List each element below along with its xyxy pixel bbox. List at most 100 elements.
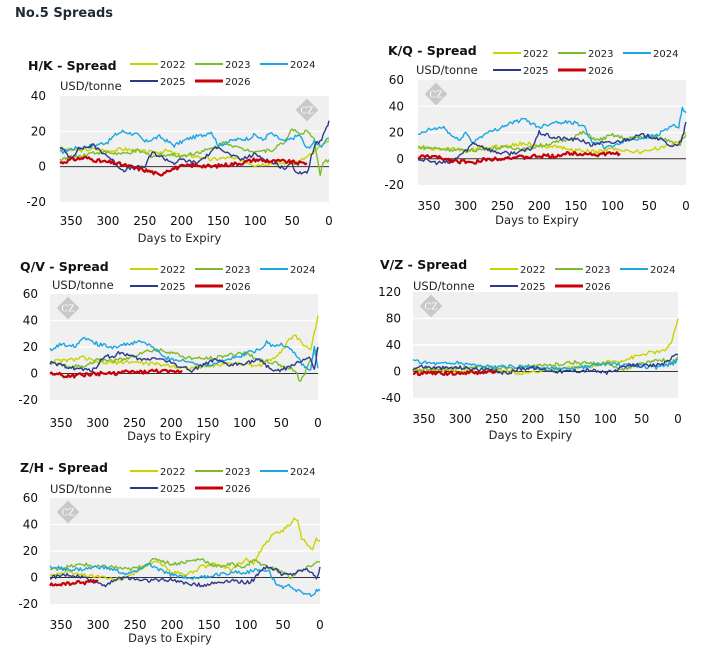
x-tick-label: 0 bbox=[314, 416, 322, 430]
series-line-2025 bbox=[417, 121, 687, 166]
svg-text:CZ: CZ bbox=[61, 305, 74, 315]
series-line-2022 bbox=[417, 131, 687, 155]
page-title: No.5 Spreads bbox=[15, 6, 114, 21]
x-axis-label: Days to Expiry bbox=[127, 429, 211, 443]
x-tick-label: 250 bbox=[133, 214, 156, 228]
legend-item-2023: 2023 bbox=[195, 467, 250, 478]
series-line-2026 bbox=[413, 369, 497, 377]
legend-label: 2023 bbox=[585, 265, 610, 276]
chart-zh-spread: Z/H - Spread USD/tonne 2022 2023 2024 2025 202… bbox=[0, 455, 345, 655]
y-axis-unit-label: USD/tonne bbox=[413, 279, 475, 293]
legend-label: 2026 bbox=[225, 484, 250, 495]
x-tick-label: 200 bbox=[170, 214, 193, 228]
series-line-2025 bbox=[59, 120, 330, 175]
chart-svg: V/Z - Spread USD/tonne 2022 2023 2024 2025 202… bbox=[378, 257, 682, 442]
x-tick-label: 250 bbox=[485, 412, 508, 426]
x-tick-label: 200 bbox=[528, 199, 551, 213]
y-tick-label: -20 bbox=[18, 393, 38, 407]
series-line-2022 bbox=[59, 139, 330, 168]
chart-title: H/K - Spread bbox=[28, 58, 117, 73]
y-tick-label: -40 bbox=[381, 391, 401, 405]
legend-label: 2024 bbox=[290, 265, 315, 276]
legend-label: 2026 bbox=[225, 282, 250, 293]
y-axis-unit-label: USD/tonne bbox=[50, 482, 112, 496]
x-tick-label: 250 bbox=[491, 199, 514, 213]
y-tick-label: 20 bbox=[23, 340, 38, 354]
plot-area bbox=[60, 96, 329, 202]
legend-item-2024: 2024 bbox=[620, 265, 675, 276]
series-line-2023 bbox=[59, 128, 330, 177]
x-tick-label: 150 bbox=[196, 416, 219, 430]
legend-label: 2022 bbox=[523, 49, 548, 60]
legend-label: 2023 bbox=[225, 60, 250, 71]
legend-item-2024: 2024 bbox=[260, 467, 315, 478]
legend-label: 2024 bbox=[290, 60, 315, 71]
x-tick-label: 350 bbox=[418, 199, 441, 213]
x-tick-label: 200 bbox=[160, 416, 183, 430]
svg-text:CZ: CZ bbox=[429, 91, 442, 101]
x-tick-label: 300 bbox=[454, 199, 477, 213]
series-line-2026 bbox=[417, 150, 621, 165]
y-tick-label: 40 bbox=[389, 99, 404, 113]
series-line-2024 bbox=[49, 562, 321, 598]
series-line-2024 bbox=[417, 106, 687, 150]
x-tick-label: 350 bbox=[50, 416, 73, 430]
y-tick-label: 0 bbox=[393, 365, 401, 379]
legend-item-2024: 2024 bbox=[260, 265, 315, 276]
y-tick-label: 20 bbox=[31, 124, 46, 138]
legend-label: 2026 bbox=[588, 66, 613, 77]
legend-label: 2023 bbox=[588, 49, 613, 60]
legend-item-2026: 2026 bbox=[558, 66, 613, 77]
legend-label: 2023 bbox=[225, 265, 250, 276]
legend-item-2023: 2023 bbox=[195, 60, 250, 71]
legend-label: 2025 bbox=[160, 282, 185, 293]
legend-label: 2023 bbox=[225, 467, 250, 478]
y-axis-unit-label: USD/tonne bbox=[60, 79, 122, 93]
series-line-2026 bbox=[49, 578, 99, 587]
x-tick-label: 150 bbox=[558, 412, 581, 426]
svg-text:CZ: CZ bbox=[424, 303, 437, 313]
y-tick-label: 0 bbox=[396, 152, 404, 166]
series-line-2025 bbox=[412, 353, 679, 375]
svg-text:CZ: CZ bbox=[300, 107, 313, 117]
legend-item-2022: 2022 bbox=[493, 49, 548, 60]
legend-item-2025: 2025 bbox=[130, 282, 185, 293]
legend-label: 2025 bbox=[160, 484, 185, 495]
series-line-2024 bbox=[49, 336, 319, 371]
x-tick-label: 0 bbox=[682, 199, 690, 213]
y-tick-label: 20 bbox=[23, 544, 38, 558]
legend-label: 2026 bbox=[585, 282, 610, 293]
y-tick-label: 60 bbox=[23, 491, 38, 505]
legend-item-2026: 2026 bbox=[195, 282, 250, 293]
series-line-2023 bbox=[49, 346, 319, 382]
legend-item-2026: 2026 bbox=[195, 77, 250, 88]
series-line-2026 bbox=[49, 368, 183, 379]
legend-item-2022: 2022 bbox=[130, 60, 185, 71]
y-axis-unit-label: USD/tonne bbox=[52, 278, 114, 292]
y-tick-label: -20 bbox=[384, 178, 404, 192]
x-tick-label: 300 bbox=[96, 214, 119, 228]
x-axis-label: Days to Expiry bbox=[128, 631, 212, 645]
y-tick-label: 20 bbox=[389, 126, 404, 140]
series-line-2026 bbox=[59, 155, 308, 177]
y-tick-label: 60 bbox=[23, 287, 38, 301]
y-tick-label: 40 bbox=[23, 518, 38, 532]
x-tick-label: 150 bbox=[564, 199, 587, 213]
chart-title: K/Q - Spread bbox=[388, 43, 477, 58]
legend-label: 2026 bbox=[225, 77, 250, 88]
y-tick-label: 0 bbox=[38, 160, 46, 174]
legend-item-2024: 2024 bbox=[260, 60, 315, 71]
legend-label: 2025 bbox=[160, 77, 185, 88]
y-tick-label: 40 bbox=[23, 314, 38, 328]
series-line-2024 bbox=[412, 358, 679, 371]
x-tick-label: 250 bbox=[124, 618, 147, 632]
y-axis-unit-label: USD/tonne bbox=[416, 63, 478, 77]
chart-title: Q/V - Spread bbox=[20, 259, 109, 274]
legend-item-2023: 2023 bbox=[195, 265, 250, 276]
legend-label: 2025 bbox=[523, 66, 548, 77]
legend-label: 2025 bbox=[520, 282, 545, 293]
chart-vz-spread: V/Z - Spread USD/tonne 2022 2023 2024 2025 202… bbox=[355, 253, 700, 448]
legend-item-2025: 2025 bbox=[130, 77, 185, 88]
